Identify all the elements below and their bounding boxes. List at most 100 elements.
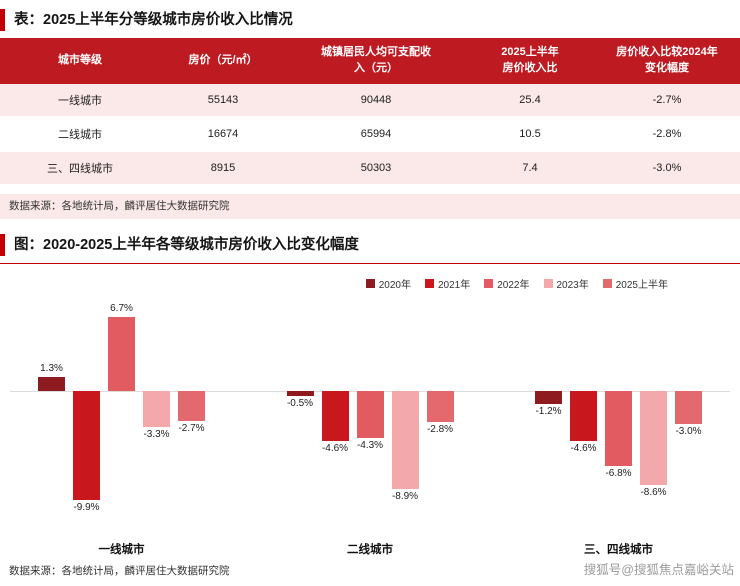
chart-source-note: 数据来源：各地统计局，麟评居住大数据研究院 [9, 565, 230, 577]
table-cell: 90448 [360, 93, 392, 106]
bar-slot: -2.7% [178, 299, 205, 539]
table-cell: 一线城市 [58, 94, 102, 107]
bar [73, 390, 100, 500]
chart-legend: 2020年 2021年 2022年 2023年 2025上半年 [0, 277, 740, 291]
bar [321, 390, 349, 442]
bar [143, 390, 170, 428]
legend-label: 2023年 [556, 280, 589, 292]
category-label: 三、四线城市 [584, 543, 653, 556]
bar-value-label: -4.3% [356, 440, 384, 452]
chart-plot: 1.3% -9.9% 6.7% -3.3% -2.7% 一线城市 -0.5% -4.6% -4.… [0, 299, 740, 557]
chart-section-title: 图：2020-2025上半年各等级城市房价收入比变化幅度 [0, 233, 740, 256]
table-row: 一线城市 55143 90448 25.4 -2.7% [0, 83, 740, 117]
table-body: 一线城市 55143 90448 25.4 -2.7% 二线城市 16674 65994 10.… [0, 83, 740, 185]
table-section-title: 表：2025上半年分等级城市房价收入比情况 [0, 9, 740, 31]
divider-line [0, 262, 740, 264]
bar-group-bars: -1.2% -4.6% -6.8% -8.6% -3.0% [531, 299, 706, 539]
table-row: 三、四线城市 8915 50303 7.4 -3.0% [0, 150, 740, 185]
bar [356, 390, 384, 439]
bar-group-bars: 1.3% -9.9% 6.7% -3.3% -2.7% [34, 299, 209, 539]
bar-group: 1.3% -9.9% 6.7% -3.3% -2.7% 一线城市 [34, 299, 209, 557]
legend-swatch [365, 279, 375, 289]
table-cell: 16674 [207, 127, 239, 140]
bar-chart: 2020年 2021年 2022年 2023年 2025上半年 1.3% -9.9% 6.7… [0, 277, 740, 557]
legend-swatch [484, 279, 494, 289]
bar-slot: -3.3% [143, 299, 170, 539]
table-source-note: 数据来源：各地统计局，麟评居住大数据研究院 [0, 193, 740, 219]
table-cell: -2.8% [652, 127, 682, 140]
bar-value-label: -2.8% [426, 423, 454, 435]
table-header-row: 城市等级 房价（元/㎡） 城镇居民人均可支配收 入（元） 2025上半年 房价收入比房… [0, 38, 740, 84]
bar-value-label: -8.9% [391, 490, 419, 502]
table-cell: 三、四线城市 [47, 162, 113, 175]
bar-value-label: -3.3% [143, 429, 170, 441]
bar-slot: -6.8% [605, 299, 632, 539]
bar [570, 390, 597, 442]
table-cell: 65994 [360, 127, 392, 140]
bar-slot: -4.6% [570, 299, 597, 539]
legend-item: 2025上半年 [602, 277, 668, 292]
bar-slot: -3.0% [675, 299, 702, 539]
legend-swatch [425, 279, 434, 289]
bar [178, 390, 205, 421]
bar-slot: -2.8% [426, 299, 454, 539]
category-label: 一线城市 [98, 543, 145, 556]
column-header: 房价（元/㎡） [160, 38, 286, 84]
bar-group-bars: -0.5% -4.6% -4.3% -8.9% -2.8% [283, 299, 458, 539]
bar-slot: -4.6% [321, 299, 349, 539]
bar-value-label: -6.8% [605, 467, 632, 479]
bar-group: -0.5% -4.6% -4.3% -8.9% -2.8% 二线城市 [283, 299, 458, 557]
bar [535, 390, 562, 405]
bar-value-label: -2.7% [178, 422, 205, 434]
bar [286, 390, 314, 397]
price-income-table: 城市等级 房价（元/㎡） 城镇居民人均可支配收 入（元） 2025上半年 房价收入比房… [0, 38, 740, 186]
bar-value-label: -4.6% [321, 443, 349, 455]
bar [108, 317, 135, 391]
bar-slot: 6.7% [108, 299, 135, 539]
bar-value-label: -9.9% [73, 501, 100, 513]
bar-slot: 1.3% [38, 299, 65, 539]
bar-value-label: -4.6% [570, 443, 597, 455]
legend-label: 2021年 [438, 280, 471, 292]
legend-label: 2022年 [497, 280, 530, 292]
table-cell: 8915 [210, 161, 236, 174]
watermark: 搜狐号@搜狐焦点嘉峪关站 [583, 563, 734, 577]
table-cell: 10.5 [519, 127, 541, 140]
category-label: 二线城市 [347, 543, 393, 556]
table-cell: -3.0% [652, 161, 682, 174]
legend-swatch [602, 279, 612, 289]
bar-value-label: 6.7% [110, 303, 133, 315]
table-row: 二线城市 16674 65994 10.5 -2.8% [0, 116, 740, 151]
legend-item: 2022年 [484, 277, 530, 292]
bar-slot: -9.9% [73, 299, 100, 539]
column-header: 房价收入比较2024年 变化幅度 [594, 38, 740, 84]
bar-slot: -0.5% [286, 299, 314, 539]
legend-label: 2020年 [378, 280, 411, 292]
table-title-text: 表：2025上半年分等级城市房价收入比情况 [14, 12, 293, 28]
table-cell: 7.4 [522, 161, 538, 174]
bar-value-label: -1.2% [535, 406, 562, 418]
bar [605, 390, 632, 466]
bar-slot: -8.9% [391, 299, 419, 539]
table-cell: -2.7% [652, 93, 682, 106]
bar-slot: -8.6% [640, 299, 667, 539]
chart-groups: 1.3% -9.9% 6.7% -3.3% -2.7% 一线城市 -0.5% -4.6% -4.… [0, 299, 740, 557]
bar-value-label: -0.5% [286, 398, 314, 410]
legend-swatch [543, 279, 553, 289]
table-cell: 50303 [360, 161, 392, 174]
column-header: 2025上半年 房价收入比 [466, 38, 594, 84]
bar [38, 376, 65, 391]
bar-value-label: -3.0% [675, 425, 702, 437]
legend-label: 2025上半年 [615, 280, 668, 292]
bar-value-label: -8.6% [640, 487, 667, 499]
legend-item: 2021年 [425, 277, 470, 291]
table-cell: 25.4 [519, 93, 541, 106]
legend-item: 2020年 [365, 277, 411, 292]
bar [675, 390, 702, 424]
bar [640, 390, 667, 486]
bar [426, 390, 454, 422]
bar-slot: -1.2% [535, 299, 562, 539]
table-cell: 二线城市 [58, 128, 102, 141]
bottom-row: 数据来源：各地统计局，麟评居住大数据研究院 搜狐号@搜狐焦点嘉峪关站 [9, 559, 734, 578]
